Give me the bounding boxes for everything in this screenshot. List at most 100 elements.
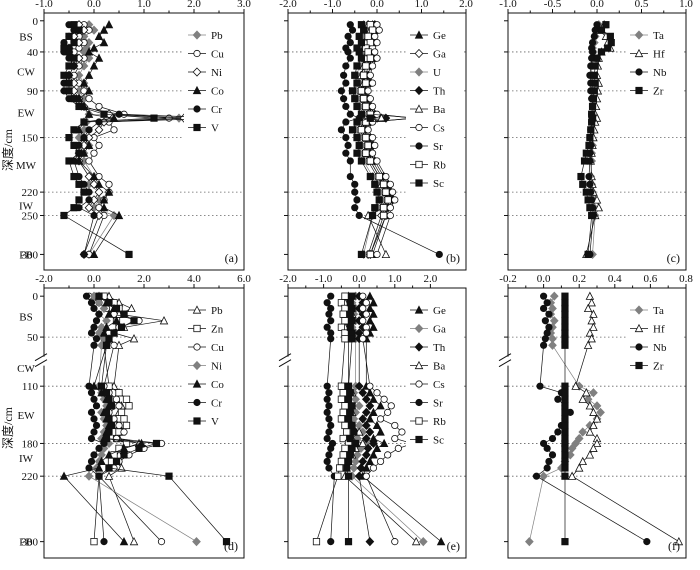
data-point — [543, 299, 551, 307]
data-point — [119, 536, 129, 546]
series-sr — [323, 292, 338, 546]
data-point — [357, 126, 366, 134]
data-point — [362, 102, 370, 111]
data-point — [84, 70, 94, 79]
data-point — [371, 48, 379, 56]
panel-label: (c) — [667, 251, 680, 265]
data-point — [337, 395, 346, 403]
data-point — [99, 203, 109, 212]
panel-b: -2.0 -1.0 0.0 1.0 2.0 Ge Ga U Th Ba Cs Sr Rb Sc (b) — [279, 0, 473, 271]
y-tick-label: 0 — [33, 291, 39, 303]
data-point — [543, 464, 551, 472]
data-point — [391, 421, 399, 430]
data-point — [334, 472, 342, 480]
data-point — [376, 415, 385, 423]
data-point — [125, 250, 133, 259]
data-point — [107, 402, 116, 410]
data-point — [583, 303, 593, 313]
axis-break-gap — [36, 356, 48, 366]
data-point — [342, 62, 350, 70]
zone-label: EW — [17, 410, 35, 422]
data-point — [351, 204, 359, 212]
data-point — [95, 118, 103, 126]
data-point — [92, 421, 101, 430]
legend-marker — [193, 398, 201, 407]
data-point — [100, 538, 108, 546]
data-point — [346, 389, 354, 397]
data-point — [87, 434, 96, 443]
legend: Ge Ga U Th Ba Cs Sr Rb Sc — [406, 23, 464, 194]
series-cs — [359, 292, 417, 546]
legend-label: Hf — [653, 324, 665, 336]
data-point — [327, 292, 335, 300]
panel-e: -2.0 -1.0 0.0 1.0 2.0 Ge Ga Th Ba Cs Sr Rb Sc (e) — [278, 273, 467, 559]
legend-marker — [415, 179, 423, 187]
legend-label: Th — [433, 86, 446, 98]
data-point — [373, 157, 381, 165]
data-point — [435, 250, 443, 259]
data-point — [84, 86, 94, 95]
data-point — [89, 43, 99, 52]
data-point — [585, 291, 595, 300]
x-tick-label: 0.0 — [87, 0, 101, 10]
data-point — [368, 211, 377, 220]
legend-marker — [414, 104, 424, 113]
legend-marker — [415, 398, 423, 407]
data-point — [362, 62, 370, 70]
legend-marker — [192, 379, 202, 388]
legend-marker — [635, 68, 643, 76]
data-point — [346, 157, 354, 165]
series-co — [74, 20, 124, 259]
data-point — [80, 134, 88, 142]
legend-marker — [414, 323, 424, 334]
data-point — [125, 402, 133, 410]
data-point — [346, 54, 354, 62]
data-point — [344, 141, 352, 149]
y-tick-label: 220 — [22, 471, 39, 483]
data-point — [94, 463, 104, 472]
x-tick-label: -0.5 — [544, 0, 562, 10]
data-point — [586, 204, 594, 212]
data-point — [102, 389, 111, 397]
panel-c: -1.0 -0.5 0.0 0.5 1.0 Ta Hf Nb Zr (c) — [499, 0, 693, 271]
data-point — [70, 21, 78, 29]
data-point — [104, 20, 114, 29]
data-point — [135, 444, 143, 452]
legend-label: V — [211, 416, 219, 428]
x-tick-label: 0.0 — [352, 273, 366, 285]
data-point — [90, 395, 98, 403]
data-point — [102, 434, 111, 443]
data-point — [346, 408, 354, 416]
data-point — [561, 464, 569, 472]
legend-label: Ga — [433, 49, 446, 61]
y-tick-label: 250 — [22, 210, 39, 222]
data-point — [75, 26, 83, 34]
data-point — [341, 292, 349, 300]
data-point — [364, 126, 372, 134]
data-point — [391, 538, 399, 546]
legend-label: Nb — [653, 67, 667, 79]
data-point — [373, 389, 381, 397]
legend-label: Sr — [433, 398, 443, 410]
data-point — [561, 317, 569, 325]
x-tick-label: 6.0 — [237, 273, 251, 285]
x-tick-label: 0.0 — [370, 0, 384, 10]
data-point — [344, 415, 353, 423]
data-point — [75, 180, 83, 188]
x-tick-label: 0.0 — [87, 273, 101, 285]
data-point — [387, 402, 395, 410]
data-point — [92, 402, 101, 410]
data-point — [368, 62, 377, 70]
data-point — [90, 538, 98, 546]
data-point — [344, 32, 352, 40]
data-point — [365, 291, 375, 300]
data-point — [115, 110, 123, 118]
data-point — [344, 395, 353, 403]
data-point — [90, 149, 98, 157]
data-point — [325, 402, 333, 410]
data-point — [348, 87, 357, 95]
data-point — [394, 444, 402, 452]
data-point — [341, 421, 349, 430]
data-point — [105, 395, 113, 403]
